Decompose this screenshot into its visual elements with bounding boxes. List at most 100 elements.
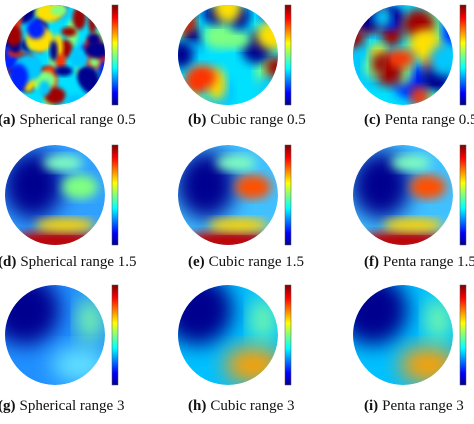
caption-label: (g) xyxy=(0,398,16,414)
blob xyxy=(62,175,98,199)
blob xyxy=(216,155,256,171)
blob xyxy=(178,285,233,345)
caption: (g)Spherical range 3 xyxy=(0,398,124,414)
caption-text: Spherical range 3 xyxy=(20,398,125,414)
caption-text: Spherical range 1.5 xyxy=(20,254,136,270)
sphere xyxy=(353,5,453,105)
blob xyxy=(78,298,102,342)
blob xyxy=(80,66,100,94)
blob xyxy=(183,231,273,245)
sphere xyxy=(5,145,105,245)
blob xyxy=(72,6,87,30)
blob xyxy=(251,298,275,342)
blob xyxy=(187,65,217,90)
blob xyxy=(50,5,68,16)
caption: (f) Penta range 1.5 xyxy=(364,254,474,270)
blob xyxy=(391,155,431,171)
blob xyxy=(84,41,105,59)
caption-label: (f) xyxy=(364,254,379,270)
caption-text: Penta range 1.5 xyxy=(383,254,474,270)
colorbar xyxy=(284,144,292,246)
caption-label: (i) xyxy=(364,398,378,414)
sphere xyxy=(353,145,453,245)
blob xyxy=(256,20,278,51)
caption-text: Cubic range 0.5 xyxy=(210,112,305,128)
blob xyxy=(426,298,450,342)
blob xyxy=(410,175,446,199)
panel: (f) Penta range 1.5 xyxy=(353,144,474,270)
sphere xyxy=(178,145,278,245)
caption-label: (e) xyxy=(188,254,205,270)
blob xyxy=(5,5,23,21)
caption-label: (a) xyxy=(0,112,16,128)
sphere xyxy=(5,5,105,105)
caption-text: Cubic range 3 xyxy=(210,398,294,414)
blob xyxy=(11,5,32,10)
blob xyxy=(235,175,271,199)
blob xyxy=(178,5,191,32)
blob xyxy=(26,19,46,39)
blob xyxy=(442,15,453,48)
blob xyxy=(372,53,389,75)
sphere xyxy=(178,285,278,385)
caption-label: (b) xyxy=(188,112,206,128)
caption-label: (h) xyxy=(188,398,206,414)
blob xyxy=(35,218,95,232)
panel: (i) Penta range 3 xyxy=(353,284,467,414)
blob xyxy=(8,63,29,92)
blob xyxy=(213,5,242,23)
blob xyxy=(225,347,278,383)
caption: (e) Cubic range 1.5 xyxy=(188,254,304,270)
blob xyxy=(222,30,252,49)
blob xyxy=(358,231,448,245)
blob xyxy=(269,5,278,17)
colorbar xyxy=(459,144,467,246)
blob xyxy=(441,5,453,20)
blob xyxy=(65,93,86,105)
caption: (h) Cubic range 3 xyxy=(188,398,294,414)
caption-text: Cubic range 1.5 xyxy=(209,254,304,270)
blob xyxy=(89,86,105,105)
caption: (c) Penta range 0.5 xyxy=(364,112,474,128)
caption-text: Penta range 3 xyxy=(382,398,464,414)
blob xyxy=(98,60,105,82)
caption: (d)Spherical range 1.5 xyxy=(0,254,137,270)
blob xyxy=(89,56,100,68)
blob xyxy=(31,56,41,77)
blob xyxy=(87,33,101,46)
blob xyxy=(400,347,453,383)
blob xyxy=(52,347,105,383)
blob xyxy=(373,7,392,28)
blob xyxy=(385,49,415,68)
blob xyxy=(353,285,408,345)
colorbar xyxy=(284,284,292,386)
colorbar xyxy=(459,4,467,106)
caption-text: Spherical range 0.5 xyxy=(20,112,136,128)
panel: (c) Penta range 0.5 xyxy=(353,4,474,128)
sphere xyxy=(5,285,105,385)
colorbar xyxy=(111,284,119,386)
blob xyxy=(61,27,77,37)
blob xyxy=(179,5,196,34)
blob xyxy=(70,47,89,68)
blob xyxy=(5,24,23,47)
caption-label: (d) xyxy=(0,254,16,270)
blob xyxy=(7,5,20,19)
caption: (b) Cubic range 0.5 xyxy=(188,112,306,128)
blob xyxy=(208,218,268,232)
blob xyxy=(88,9,97,35)
blob xyxy=(38,80,51,96)
sphere xyxy=(178,5,278,105)
caption-label: (c) xyxy=(364,112,381,128)
blob xyxy=(410,86,429,105)
blob xyxy=(383,218,443,232)
panel: (a)Spherical range 0.5 xyxy=(0,4,136,128)
blob xyxy=(260,5,278,23)
panel: (h) Cubic range 3 xyxy=(178,284,294,414)
blob xyxy=(178,41,194,69)
blob xyxy=(54,66,73,77)
colorbar xyxy=(111,144,119,246)
blob xyxy=(265,56,278,78)
blob xyxy=(10,231,100,245)
